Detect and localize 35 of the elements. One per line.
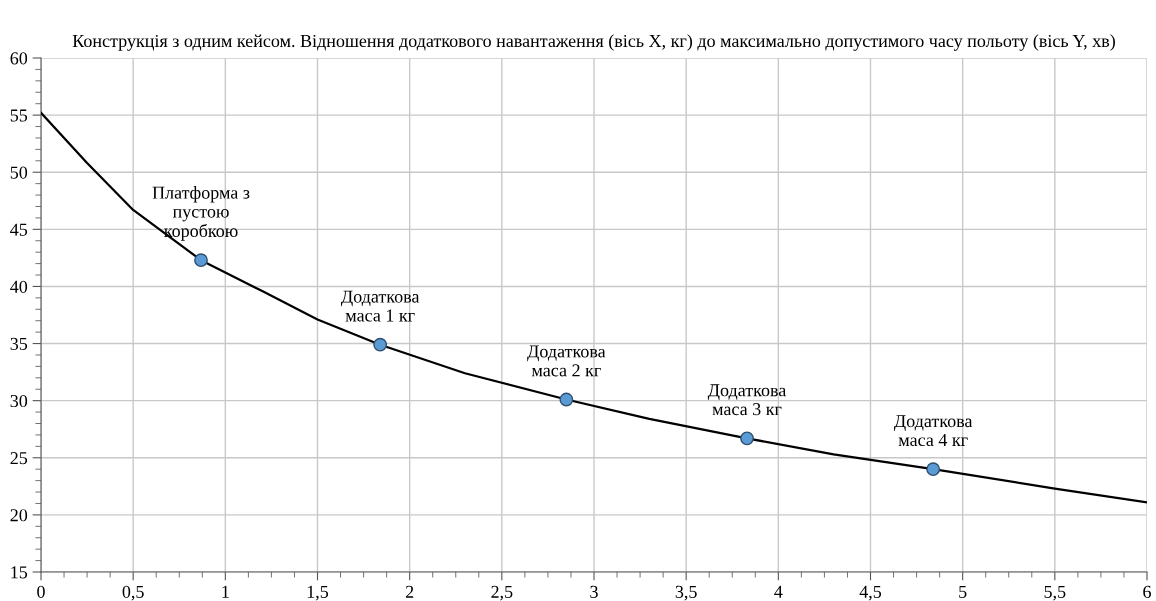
- y-tick-label: 35: [10, 337, 28, 350]
- x-tick-label: 4,5: [859, 585, 882, 601]
- annotation: Додаткова маса 4 кг: [893, 415, 973, 447]
- annotation: Додаткова маса 1 кг: [340, 290, 420, 322]
- y-tick-label: 25: [10, 452, 28, 465]
- point: [194, 253, 208, 268]
- x-tick-label: 0: [37, 585, 45, 598]
- y-tick-label: 15: [11, 566, 28, 579]
- y-tick-label: 55: [10, 109, 28, 122]
- line-series: [41, 111, 1147, 504]
- y-tick-label: 20: [10, 509, 28, 522]
- x-tick-label: 4: [774, 585, 783, 598]
- x-tick-label: 5,5: [1044, 585, 1066, 601]
- y-tick-label: 60: [10, 52, 28, 65]
- x-tick-label: 2,5: [491, 585, 513, 601]
- point: [373, 337, 388, 352]
- y-tick-label: 45: [10, 223, 28, 236]
- x-tick-label: 1,5: [307, 585, 329, 601]
- x-tick-label: 0,5: [122, 585, 144, 601]
- annotation: Додаткова маса 2 кг: [527, 345, 606, 377]
- annotation: Платформа з пустою коробкою: [152, 186, 250, 241]
- chart-title: Конструкція з одним кейсом. Відношення додаткового навантаження (вісь X, кг) до максимально допустимого часу польоту (вісь Y, хв): [72, 34, 1115, 51]
- point: [559, 392, 574, 407]
- x-tick-label: 2: [405, 585, 414, 598]
- point: [740, 431, 754, 446]
- x-tick-label: 1: [222, 585, 229, 598]
- x-tick-label: 3,5: [675, 585, 697, 601]
- y-tick-label: 50: [10, 166, 28, 179]
- x-tick-label: 6: [1143, 585, 1151, 598]
- x-tick-label: 3: [590, 585, 598, 598]
- x-tick-label: 5: [959, 585, 967, 598]
- annotation: Додаткова маса 3 кг: [707, 384, 787, 416]
- point: [926, 462, 941, 477]
- y-tick-label: 30: [10, 394, 28, 408]
- y-tick-label: 40: [10, 280, 28, 293]
